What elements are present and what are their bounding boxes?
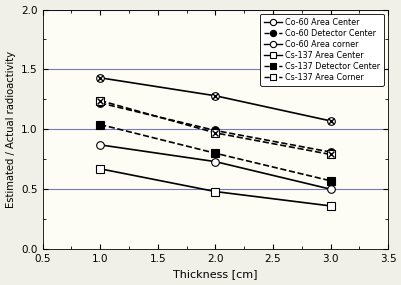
Line: Cs-137 Detector Center: Cs-137 Detector Center — [96, 121, 334, 185]
Cs-137 Area Center — [327, 204, 332, 208]
Cs-137 Area Corner — [97, 99, 102, 102]
X-axis label: Thickness [cm]: Thickness [cm] — [173, 269, 257, 280]
Line: Cs-137 Area Center: Cs-137 Area Center — [96, 165, 334, 210]
Cs-137 Area Center — [213, 190, 217, 193]
Co-60 Area corner — [213, 94, 217, 97]
Co-60 Area corner — [327, 119, 332, 123]
Co-60 Area corner — [97, 76, 102, 80]
Line: Cs-137 Area Corner: Cs-137 Area Corner — [96, 97, 334, 158]
Co-60 Detector Center — [213, 129, 217, 132]
Cs-137 Detector Center — [327, 179, 332, 182]
Co-60 Area Center — [327, 188, 332, 191]
Cs-137 Area Corner — [327, 153, 332, 156]
Line: Co-60 Area Center: Co-60 Area Center — [96, 141, 334, 193]
Co-60 Area Center — [97, 143, 102, 146]
Co-60 Detector Center — [97, 101, 102, 105]
Co-60 Area Center — [213, 160, 217, 163]
Cs-137 Area Center — [97, 167, 102, 170]
Cs-137 Area Corner — [213, 131, 217, 135]
Legend: Co-60 Area Center, Co-60 Detector Center, Co-60 Area corner, Cs-137 Area Center,: Co-60 Area Center, Co-60 Detector Center… — [259, 14, 383, 86]
Cs-137 Detector Center — [213, 152, 217, 155]
Y-axis label: Estimated / Actual radioactivity: Estimated / Actual radioactivity — [6, 51, 16, 208]
Line: Co-60 Area corner: Co-60 Area corner — [96, 74, 334, 125]
Line: Co-60 Detector Center: Co-60 Detector Center — [96, 99, 334, 156]
Co-60 Detector Center — [327, 150, 332, 154]
Cs-137 Detector Center — [97, 123, 102, 126]
